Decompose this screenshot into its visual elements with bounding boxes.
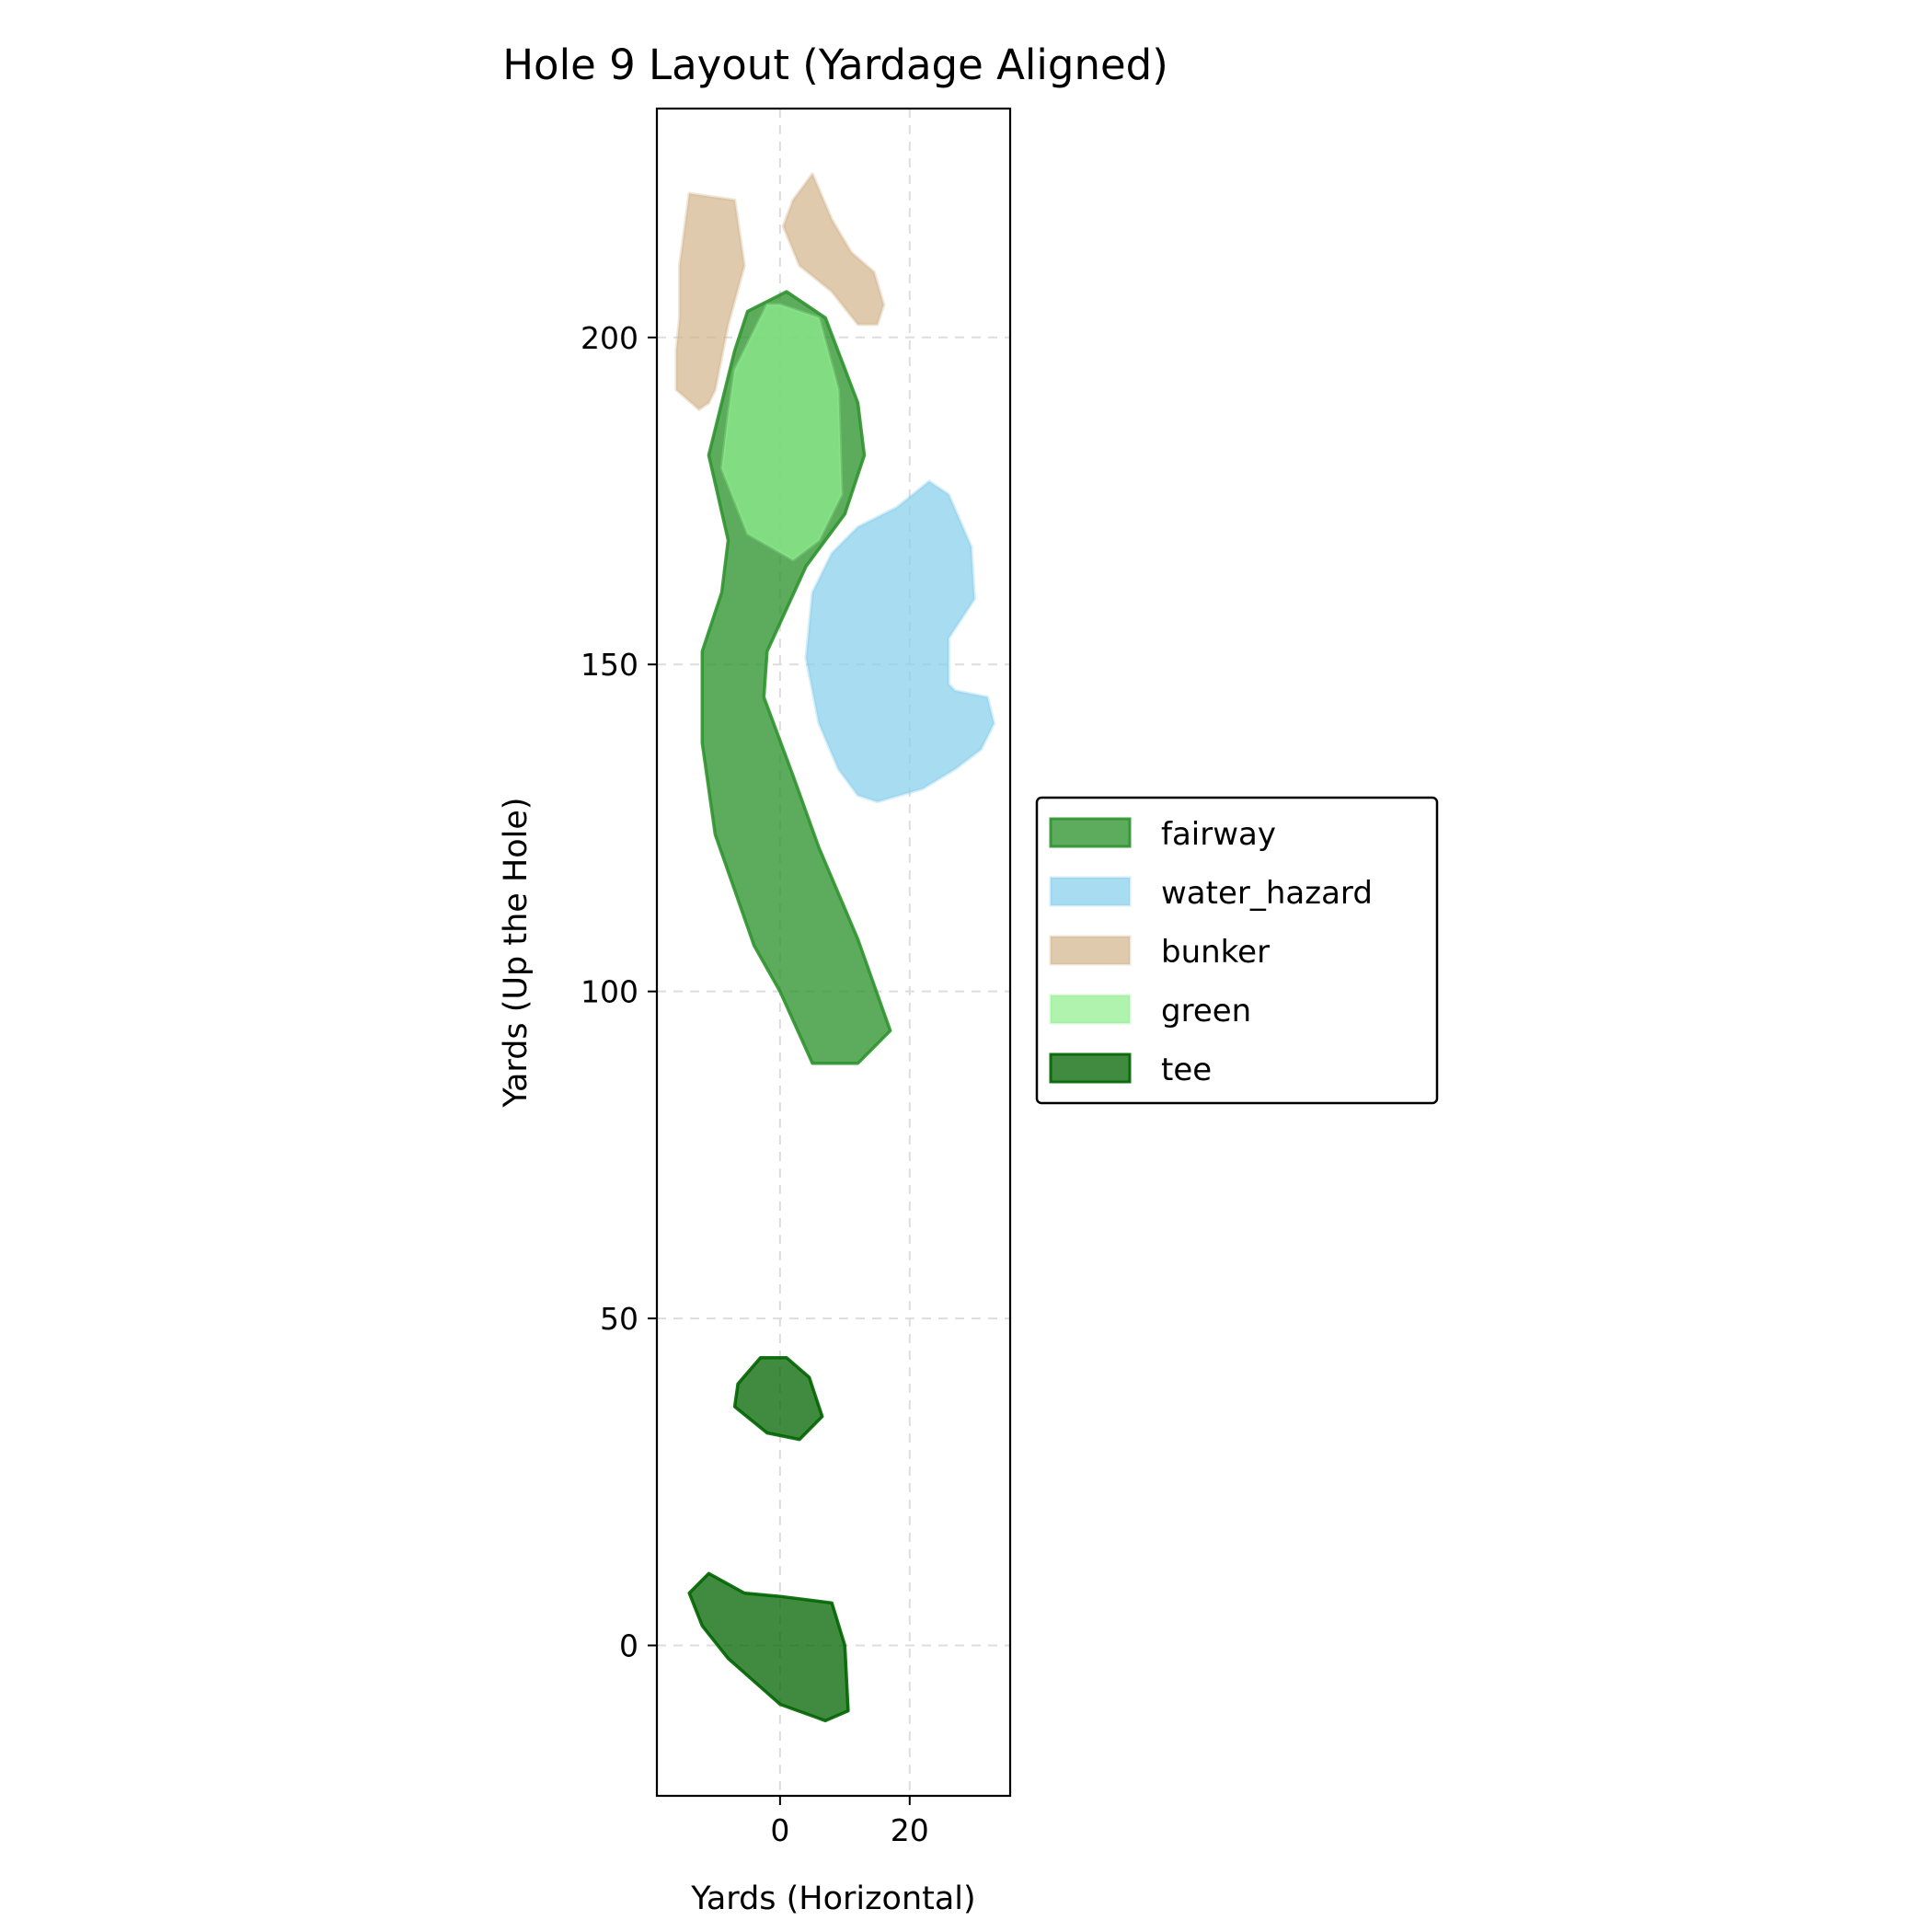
green-area-0 [719, 303, 844, 562]
legend-label-green: green [1161, 993, 1251, 1029]
legend-frame [1035, 796, 1439, 1105]
y-tick-label-1: 50 [600, 1301, 638, 1337]
y-tick-label-0: 0 [619, 1628, 638, 1664]
tee-area-1 [687, 1571, 850, 1723]
bunker-area-1 [781, 172, 886, 327]
x-tick-label-1: 20 [891, 1812, 929, 1848]
y-tick-label-3: 150 [581, 647, 638, 683]
legend-swatch-fairway [1049, 817, 1132, 848]
legend-swatch-green [1049, 994, 1132, 1025]
legend-swatch-water-hazard [1049, 876, 1132, 907]
water-hazard-area-0 [804, 479, 996, 804]
y-tick-label-2: 100 [581, 974, 638, 1010]
legend-swatch-bunker [1049, 935, 1132, 966]
x-tick-label-0: 0 [770, 1812, 789, 1848]
legend-label-tee: tee [1161, 1052, 1212, 1088]
legend-label-bunker: bunker [1161, 934, 1270, 971]
plot-areas [674, 172, 996, 1723]
tee-area-0 [732, 1355, 824, 1442]
y-axis-label: Yards (Up the Hole) [498, 797, 535, 1108]
legend-swatch-tee [1049, 1052, 1132, 1084]
plot-frame [655, 107, 1012, 1798]
x-axis-label: Yards (Horizontal) [690, 1880, 975, 1917]
bunker-area-0 [674, 191, 746, 411]
legend-label-fairway: fairway [1161, 816, 1276, 853]
y-tick-label-4: 200 [581, 320, 638, 356]
legend-label-water-hazard: water_hazard [1161, 875, 1373, 912]
chart-title: Hole 9 Layout (Yardage Aligned) [502, 40, 1168, 89]
